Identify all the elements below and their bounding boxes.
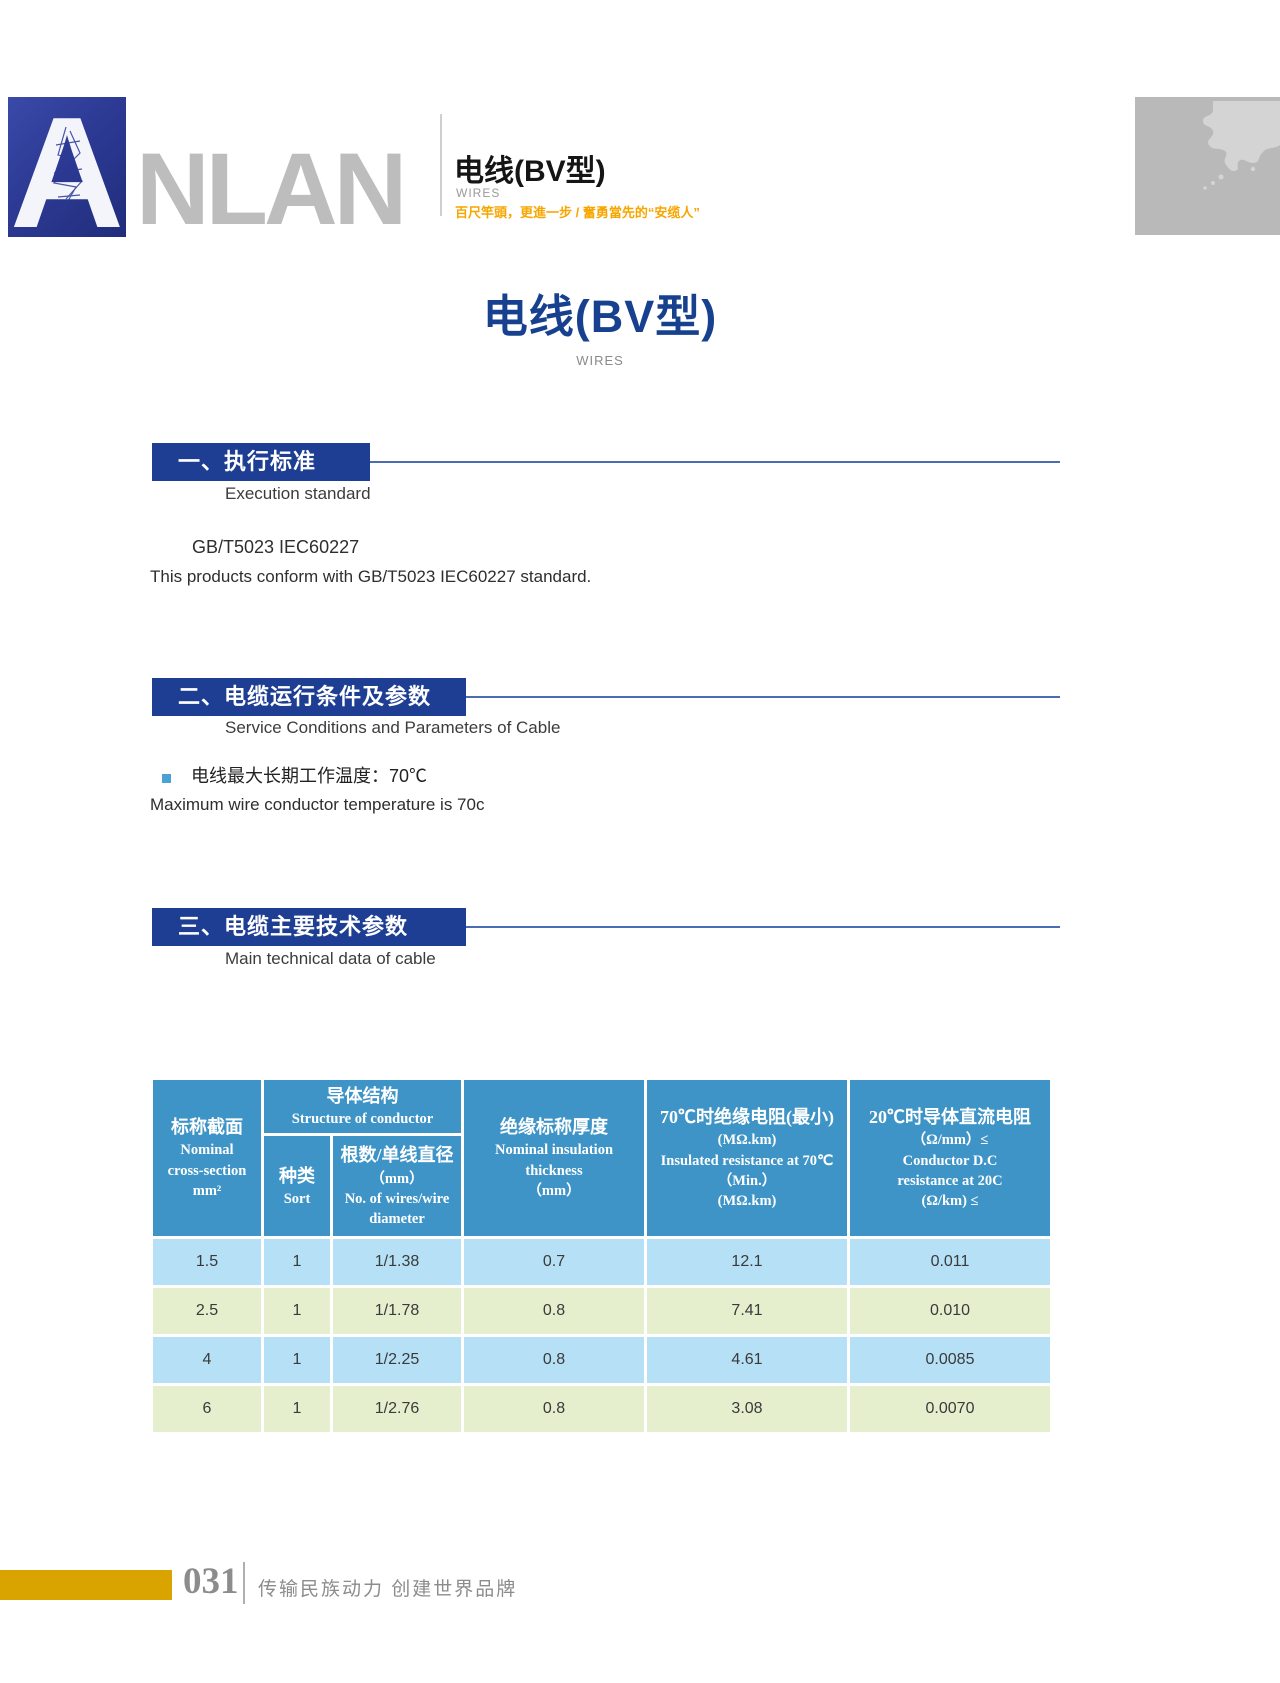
cell-resistance70: 4.61 xyxy=(647,1337,847,1384)
page-title-en: WIRES xyxy=(576,353,624,368)
cell-insulation: 0.8 xyxy=(464,1386,644,1433)
col-header-insulation: 绝缘标称厚度 Nominal insulation thickness （mm） xyxy=(464,1080,644,1237)
cell-sort: 1 xyxy=(264,1386,330,1433)
col-header-resistance70: 70℃时绝缘电阻(最小) (MΩ.km) Insulated resistanc… xyxy=(647,1080,847,1237)
section3-subheading: Main technical data of cable xyxy=(225,949,436,968)
header-tagline: 百尺竿頭，更進一步 / 奮勇當先的“安缆人” xyxy=(455,205,700,220)
map-alaska-shape xyxy=(1203,101,1280,190)
cell-nominal: 6 xyxy=(153,1386,261,1433)
cell-resistance70: 12.1 xyxy=(647,1239,847,1286)
header-product-title: 电线(BV型) xyxy=(454,155,606,188)
section2-rule xyxy=(466,696,1060,698)
page-title-block: 电线(BV型) WIRES xyxy=(150,280,1050,368)
table-row: 6 1 1/2.76 0.8 3.08 0.0070 xyxy=(153,1386,1050,1433)
col-header-resistance20: 20℃时导体直流电阻 （Ω/mm）≤ Conductor D.C resista… xyxy=(850,1080,1050,1237)
logo-tower-sketch xyxy=(52,126,83,216)
cell-sort: 1 xyxy=(264,1288,330,1335)
section1-standards: GB/T5023 IEC60227 xyxy=(192,537,360,557)
cell-insulation: 0.8 xyxy=(464,1337,644,1384)
map-image xyxy=(1135,97,1280,235)
cell-resistance20: 0.0070 xyxy=(850,1386,1050,1433)
col-header-nominal: 标称截面 Nominal cross-section mm² xyxy=(153,1080,261,1237)
technical-data-table: 标称截面 Nominal cross-section mm² 导体结构 Stru… xyxy=(150,1077,1053,1435)
logo-text-nlan: NLAN xyxy=(136,132,407,246)
cell-wires: 1/2.76 xyxy=(333,1386,461,1433)
section2-bullet-cn: 电线最大长期工作温度：70℃ xyxy=(191,766,428,786)
header-product-subtitle: WIRES xyxy=(456,186,501,200)
cell-resistance70: 7.41 xyxy=(647,1288,847,1335)
page-number: 031 xyxy=(183,1561,239,1602)
cell-nominal: 1.5 xyxy=(153,1239,261,1286)
col-header-wires: 根数/单线直径 （mm） No. of wires/wire diameter xyxy=(333,1136,461,1237)
cell-sort: 1 xyxy=(264,1337,330,1384)
cell-insulation: 0.7 xyxy=(464,1239,644,1286)
cell-wires: 1/2.25 xyxy=(333,1337,461,1384)
cell-resistance20: 0.010 xyxy=(850,1288,1050,1335)
section3-rule xyxy=(466,926,1060,928)
header-divider xyxy=(440,114,442,216)
cell-sort: 1 xyxy=(264,1239,330,1286)
cell-nominal: 2.5 xyxy=(153,1288,261,1335)
section1-statement: This products conform with GB/T5023 IEC6… xyxy=(150,567,592,586)
cell-resistance70: 3.08 xyxy=(647,1386,847,1433)
page-title: 电线(BV型) xyxy=(482,291,718,342)
table-row: 2.5 1 1/1.78 0.8 7.41 0.010 xyxy=(153,1288,1050,1335)
cell-resistance20: 0.0085 xyxy=(850,1337,1050,1384)
footer-divider xyxy=(243,1562,245,1604)
col-header-structure-group: 导体结构 Structure of conductor xyxy=(264,1080,461,1134)
anlan-logo-block: A xyxy=(8,97,126,237)
cell-wires: 1/1.38 xyxy=(333,1239,461,1286)
cell-wires: 1/1.78 xyxy=(333,1288,461,1335)
bullet-square-icon xyxy=(162,774,171,783)
section1-rule xyxy=(370,461,1060,463)
section2-heading: 二、电缆运行条件及参数 xyxy=(152,678,466,716)
cell-insulation: 0.8 xyxy=(464,1288,644,1335)
footer-slogan: 传输民族动力 创建世界品牌 xyxy=(258,1579,518,1600)
section2-subheading: Service Conditions and Parameters of Cab… xyxy=(225,718,561,737)
cell-resistance20: 0.011 xyxy=(850,1239,1050,1286)
cell-nominal: 4 xyxy=(153,1337,261,1384)
col-header-sort: 种类 Sort xyxy=(264,1136,330,1237)
footer-gold-bar xyxy=(0,1570,172,1600)
section2-bullet-en: Maximum wire conductor temperature is 70… xyxy=(150,795,485,814)
table-row: 4 1 1/2.25 0.8 4.61 0.0085 xyxy=(153,1337,1050,1384)
section1-subheading: Execution standard xyxy=(225,484,371,503)
section1-heading: 一、执行标准 xyxy=(152,443,370,481)
table-row: 1.5 1 1/1.38 0.7 12.1 0.011 xyxy=(153,1239,1050,1286)
section3-heading: 三、电缆主要技术参数 xyxy=(152,908,466,946)
